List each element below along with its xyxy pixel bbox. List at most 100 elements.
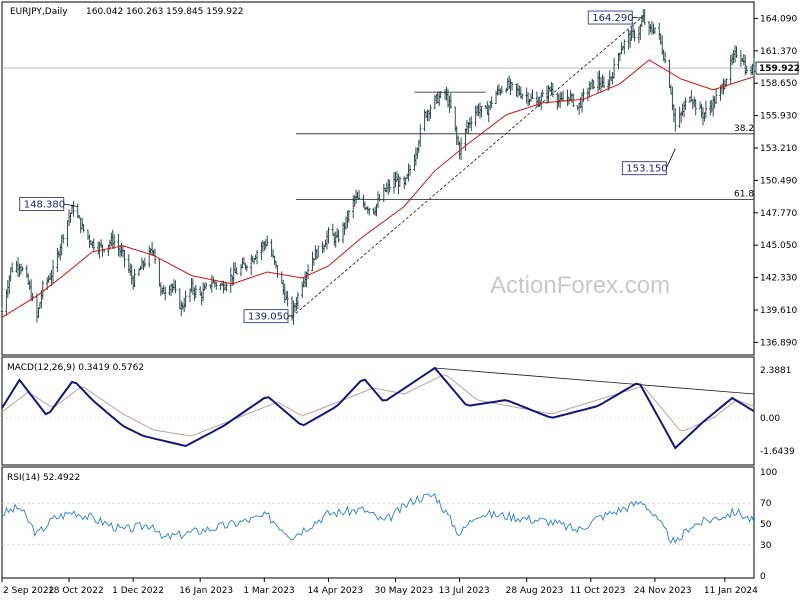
svg-text:164.290: 164.290 — [592, 13, 633, 24]
x-tick-label: 24 Nov 2023 — [634, 586, 692, 596]
price-bar — [612, 57, 616, 79]
svg-text:148.380: 148.380 — [24, 200, 65, 211]
fib-level-label: 38.2 — [734, 124, 754, 134]
x-tick-label: 30 May 2023 — [374, 586, 433, 596]
x-tick-label: 14 Apr 2023 — [307, 586, 363, 596]
price-bar — [378, 193, 381, 202]
price-bar — [531, 89, 534, 100]
x-tick-label: 28 Aug 2023 — [506, 586, 564, 596]
price-bar — [602, 76, 606, 89]
price-bar — [521, 93, 524, 100]
price-bar — [480, 106, 483, 118]
price-bar — [735, 46, 738, 58]
price-bar — [551, 83, 555, 98]
price-bar — [449, 93, 453, 109]
price-bar — [623, 39, 626, 54]
price-bar — [643, 9, 646, 25]
price-bar — [62, 234, 65, 244]
price-bar — [684, 97, 687, 110]
price-y-tick-label: 145.050 — [760, 241, 797, 251]
price-bar — [592, 80, 595, 89]
price-bar — [266, 235, 269, 247]
price-y-tick-label: 153.210 — [760, 144, 797, 154]
price-y-tick-label: 147.770 — [760, 209, 797, 219]
price-bar — [306, 264, 310, 280]
price-bar — [0, 306, 4, 313]
price-bar — [561, 90, 565, 101]
price-bar — [184, 290, 187, 308]
price-bar — [745, 65, 748, 74]
price-bar — [541, 89, 544, 97]
macd-y-tick-label: 2.3881 — [760, 366, 792, 376]
macd-y-tick-label: -1.6439 — [760, 447, 795, 457]
rsi-panel — [1, 466, 755, 579]
price-bar — [459, 137, 463, 161]
price-bar — [286, 290, 289, 307]
price-bar — [11, 262, 14, 273]
fib-level-label: 61.8 — [734, 189, 754, 199]
price-bar — [245, 264, 249, 272]
price-bar — [653, 27, 657, 34]
rsi-header: RSI(14) 52.4922 — [7, 473, 80, 483]
price-bar — [215, 281, 218, 290]
svg-text:159.922: 159.922 — [759, 64, 800, 74]
watermark: ActionForex.com — [490, 272, 670, 299]
price-y-tick-label: 155.930 — [760, 112, 797, 122]
price-bar — [429, 104, 432, 119]
rsi-y-tick-label: 0 — [760, 572, 766, 582]
price-bar — [123, 250, 126, 268]
macd-y-tick-label: 0.00 — [760, 414, 780, 424]
price-bar — [51, 259, 55, 284]
price-bar — [439, 90, 442, 99]
price-bar — [41, 280, 45, 300]
macd-trendline — [434, 367, 755, 395]
price-bar — [470, 116, 473, 132]
price-bar — [296, 292, 300, 309]
x-tick-label: 16 Jan 2023 — [179, 586, 233, 596]
price-bar — [317, 245, 320, 258]
x-tick-label: 1 Dec 2022 — [112, 586, 164, 596]
price-bar — [174, 280, 177, 294]
macd-header: MACD(12,26,9) 0.3419 0.5762 — [7, 363, 144, 373]
price-bar — [368, 208, 371, 216]
x-tick-label: 11 Jan 2024 — [704, 586, 758, 596]
rsi-line — [1, 493, 755, 544]
x-tick-label: 1 Mar 2023 — [243, 586, 294, 596]
price-header-symbol: EURJPY,Daily — [10, 7, 68, 17]
rsi-y-tick-label: 70 — [760, 499, 772, 509]
price-bar — [194, 284, 198, 299]
price-label-box: 139.050 — [243, 309, 289, 324]
price-bar — [72, 200, 75, 217]
price-bar — [633, 29, 636, 42]
macd-line — [1, 366, 755, 450]
price-bar — [752, 58, 756, 76]
uptrend-projection-line — [291, 15, 644, 317]
price-label-box: 153.150 — [621, 161, 668, 176]
price-bar — [113, 234, 116, 250]
price-bar — [663, 51, 667, 64]
price-bar — [408, 165, 412, 176]
price-bar — [255, 249, 259, 265]
price-bar — [235, 267, 238, 275]
price-header-ohlc: 160.042 160.263 159.845 159.922 — [86, 7, 243, 17]
last-price-marker: 159.922 — [755, 61, 800, 75]
price-bar — [694, 99, 697, 116]
price-bar — [337, 229, 340, 243]
price-y-tick-label: 142.330 — [760, 274, 797, 284]
x-tick-label: 18 Oct 2022 — [48, 586, 104, 596]
price-bar — [82, 224, 85, 233]
price-bar — [143, 257, 147, 268]
price-label-box: 148.380 — [19, 197, 65, 211]
rsi-y-tick-label: 50 — [760, 520, 772, 530]
moving-average-line — [1, 59, 755, 318]
x-tick-label: 13 Jul 2023 — [439, 586, 490, 596]
x-tick-label: 11 Oct 2023 — [570, 586, 626, 596]
price-bar — [490, 96, 493, 109]
price-bar — [133, 268, 136, 288]
rsi-y-tick-label: 100 — [760, 468, 777, 478]
x-tick-label: 2 Sep 2022 — [3, 586, 54, 596]
price-bar — [204, 282, 208, 290]
price-y-tick-label: 164.090 — [760, 14, 797, 24]
macd-signal-line — [1, 374, 755, 437]
